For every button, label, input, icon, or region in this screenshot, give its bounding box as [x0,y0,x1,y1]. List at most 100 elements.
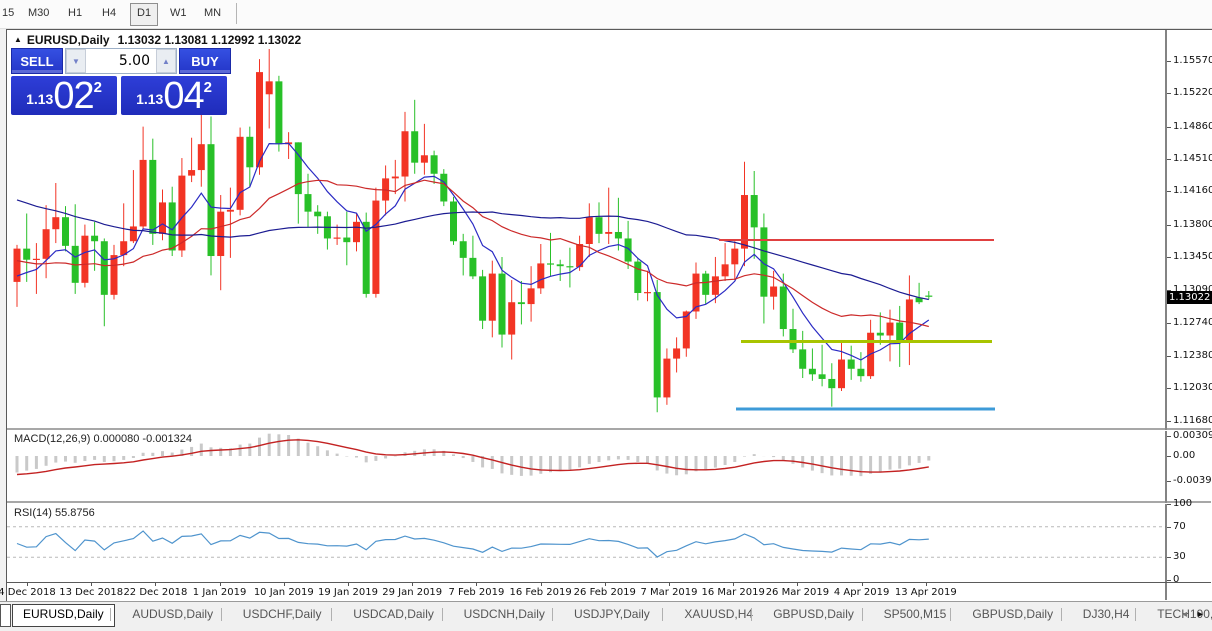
candle-body [905,299,913,342]
price-axis-label: 1.13800 [1173,218,1212,230]
candle-body [62,217,69,246]
date-axis-label: 10 Jan 2019 [253,587,314,598]
rsi-axis-tick [1167,557,1171,559]
scroll-left-icon[interactable]: ◂ [1182,609,1188,620]
candle-body [265,81,273,95]
date-axis-label: 19 Jan 2019 [318,587,378,598]
macd-pane[interactable] [15,433,931,477]
macd-signal-line [16,439,929,476]
candle-body [808,368,816,375]
candle-body [634,261,642,293]
sell-quote-box[interactable]: 1.13 02 2 [11,76,117,115]
price-axis-tick [1167,126,1171,128]
candle-body [246,136,254,168]
date-axis-tick [540,583,542,586]
price-axis-label: 1.11680 [1173,414,1212,426]
main-price-pane[interactable] [13,48,996,413]
timeframe-button-d1[interactable]: D1 [130,3,159,26]
volume-decrease-button[interactable]: ▼ [66,49,86,73]
chart-tab-usdchf-daily[interactable]: USDCHF,Daily [242,607,322,621]
chart-title: ▲ EURUSD,Daily 1.13032 1.13081 1.12992 1.1… [14,33,301,47]
candle-body [362,221,370,294]
date-axis-label: 4 Dec 2018 [0,587,56,598]
date-axis-tick [604,583,606,586]
timeframe-button-h1[interactable]: H1 [68,7,83,19]
timeframe-button-m30[interactable]: M30 [28,7,50,19]
candle-body [818,374,826,379]
candle-body [605,231,613,234]
candle-body [100,241,108,295]
candle-body [517,302,525,305]
candle-body [42,229,50,259]
date-axis-tick [797,583,799,586]
chart-tab-gbpusd-daily[interactable]: GBPUSD,Daily [773,607,854,621]
toolbar-separator [236,3,237,24]
candle-body [838,359,845,389]
chart-tab-usdjpy-daily[interactable]: USDJPY,Daily [574,607,650,621]
volume-increase-button[interactable]: ▲ [156,49,176,73]
chart-tab-audusd-daily[interactable]: AUDUSD,Daily [132,607,214,621]
date-axis-label: 16 Mar 2019 [701,587,765,598]
macd-axis-label: 0.003095 [1173,430,1212,442]
chart-tab-dj30-h4[interactable]: DJ30,H4 [1082,607,1130,621]
chart-tab-bar: EURUSD,Daily AUDUSD,Daily USDCHF,Daily USDC… [0,601,1212,631]
candle-body [188,170,196,176]
date-axis-label: 26 Mar 2019 [765,587,830,598]
tab-separator [751,608,753,621]
date-axis-label: 26 Feb 2019 [573,587,636,598]
chart-tab-gbpusd-daily[interactable]: GBPUSD,Daily [972,607,1054,621]
candle-body [440,173,448,202]
partial-tab-edge [0,604,11,627]
price-axis-label: 1.15570 [1173,55,1212,66]
candle-body [420,155,428,163]
candle-body [168,202,176,251]
candle-body [488,273,496,321]
buy-price-big: 04 [163,75,204,117]
timeframe-button-mn[interactable]: MN [204,7,222,19]
rsi-axis-label: 100 [1173,498,1193,509]
price-axis-tick [1167,93,1171,95]
price-axis-label: 1.15220 [1173,87,1212,99]
candle-body [614,231,622,239]
candle-body [314,211,322,217]
chart-tab-xauusd-h4[interactable]: XAUUSD,H4 [684,607,754,621]
date-axis-tick [219,583,221,586]
date-axis-tick [283,583,285,586]
chart-tab-usdcnh-daily[interactable]: USDCNH,Daily [463,607,545,621]
chart-tab-eurusd-daily[interactable]: EURUSD,Daily [12,604,115,627]
chart-tab-sp500-m15[interactable]: SP500,M15 [883,607,947,621]
timeframe-button-h4[interactable]: H4 [102,7,117,19]
macd-axis-tick [1167,436,1171,438]
candle-body [294,142,302,195]
tab-separator [331,608,333,621]
price-axis-tick [1167,420,1171,422]
candle-body [236,136,244,210]
buy-quote-box[interactable]: 1.13 04 2 [121,76,227,115]
candle-body [343,237,351,243]
rsi-pane[interactable] [7,526,1166,558]
candle-body [721,264,729,277]
rsi-indicator-label: RSI(14) 55.8756 [14,507,95,519]
date-axis-label: 29 Jan 2019 [382,587,443,598]
date-axis-tick [155,583,157,586]
rsi-axis-label: 30 [1173,551,1186,563]
timeframe-button-w1[interactable]: W1 [170,7,187,19]
sell-button[interactable]: SELL [11,48,63,74]
price-axis-tick [1167,61,1171,62]
volume-input[interactable]: 5.00 [118,53,150,69]
price-axis-tick [1167,256,1171,258]
date-axis-label: 13 Dec 2018 [59,587,124,598]
candle-body [197,144,205,171]
date-axis-tick [91,583,93,586]
price-axis-tick [1167,191,1171,193]
chart-tab-usdcad-daily[interactable]: USDCAD,Daily [353,607,434,621]
scroll-right-icon[interactable]: ▸ [1198,609,1204,620]
candle-body [178,175,186,251]
collapse-triangle-icon[interactable]: ▲ [14,35,22,44]
buy-button[interactable]: BUY [179,48,231,74]
candle-body [81,235,89,283]
date-axis-label: 22 Dec 2018 [123,587,188,598]
timeframe-button-15[interactable]: 15 [2,7,15,19]
chart-tab-tech100-h1[interactable]: TECH100,H1 [1157,607,1212,621]
